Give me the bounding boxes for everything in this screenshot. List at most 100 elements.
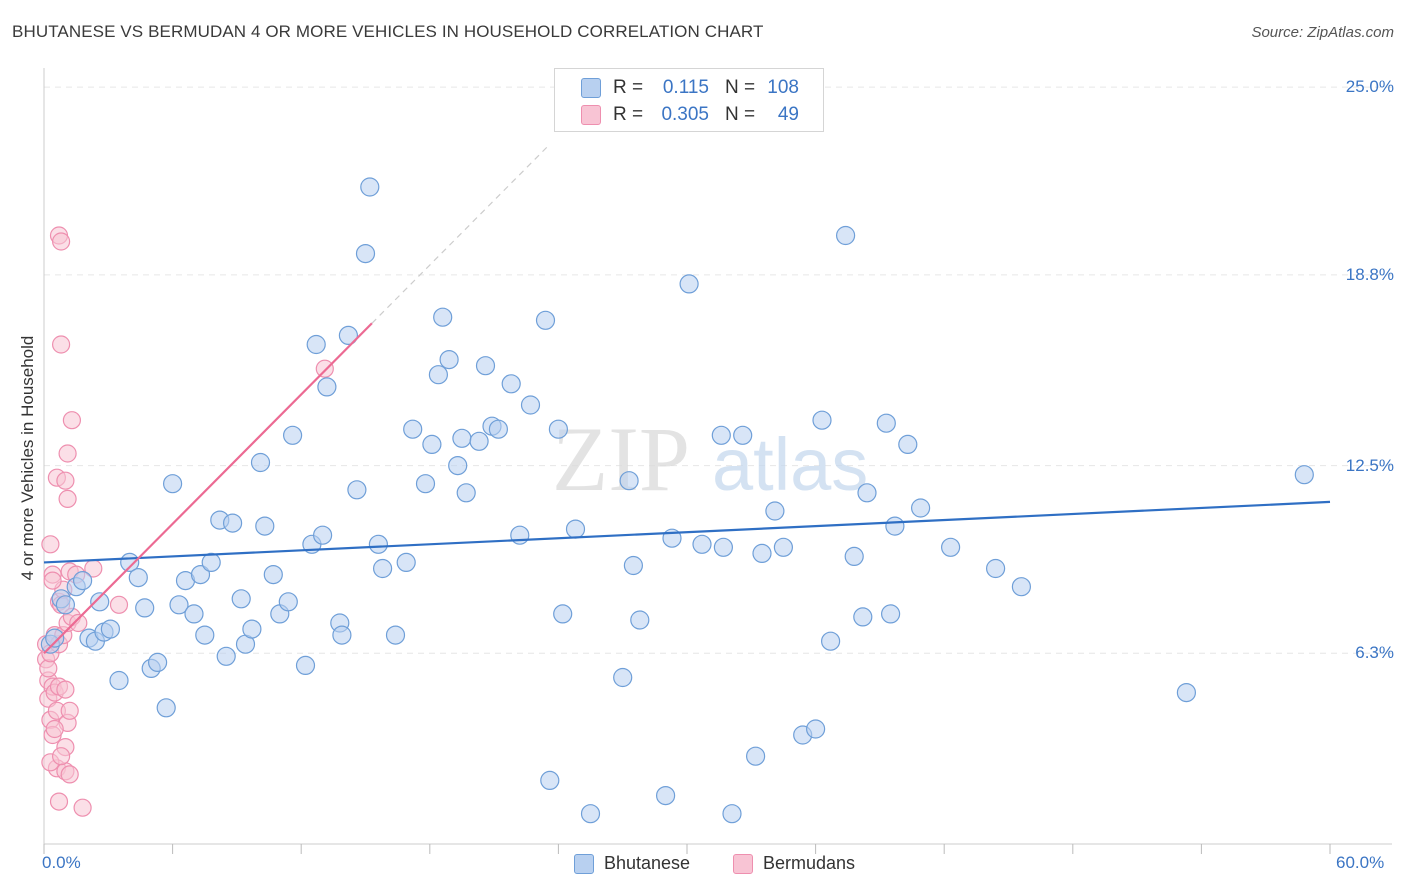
bermudan-points <box>36 226 334 817</box>
bhutanese-point <box>488 419 508 439</box>
bhutanese-point <box>820 631 841 651</box>
bhutanese-point <box>163 474 183 494</box>
bhutanese-point <box>722 804 742 824</box>
bhutanese-point <box>692 534 712 554</box>
bhutanese-point <box>263 564 283 585</box>
bhutanese-point <box>812 410 832 430</box>
bhutanese-point <box>745 746 766 766</box>
bermudan-point <box>315 359 334 378</box>
trendlines <box>43 145 1331 655</box>
bermudan-point <box>109 595 129 614</box>
bhutanese-point <box>805 719 826 739</box>
n-value: 108 <box>767 77 799 98</box>
bhutanese-point <box>373 558 393 579</box>
bhutanese-point <box>713 537 734 557</box>
bermudan-point <box>73 798 92 817</box>
bhutanese-point <box>853 607 873 627</box>
bhutanese-point <box>148 652 168 673</box>
y-tick-label: 25.0% <box>1345 77 1394 97</box>
bhutanese-point <box>439 350 459 370</box>
bhutanese-point <box>109 670 129 691</box>
bermudan-point <box>60 765 79 784</box>
bhutanese-point <box>231 589 251 609</box>
legend-label: Bermudans <box>763 853 856 873</box>
bhutanese-point <box>475 356 496 376</box>
bhutanese-point <box>422 434 442 454</box>
bhutanese-point <box>278 592 298 612</box>
bhutanese-point <box>317 377 337 397</box>
bhutanese-point <box>283 425 303 445</box>
bermudan-point <box>49 792 69 811</box>
bhutanese-point <box>433 307 453 327</box>
gridlines <box>44 86 1392 654</box>
bhutanese-point <box>580 804 601 824</box>
bhutanese-point <box>156 698 176 718</box>
n-label: N = <box>725 104 756 125</box>
bhutanese-point <box>403 419 423 439</box>
bhutanese-point <box>880 604 901 624</box>
bhutanese-point <box>295 655 316 676</box>
bhutanese-trendline <box>43 500 1331 564</box>
y-tick-label: 18.8% <box>1345 264 1394 284</box>
bhutanese-point <box>415 474 436 494</box>
bhutanese-point <box>72 570 93 591</box>
bhutanese-point <box>201 552 221 573</box>
stats-row-bhutanese: R = 0.115 N = 108 <box>555 74 823 100</box>
series-legend: Bhutanese Bermudans <box>0 852 1406 878</box>
bhutanese-point <box>655 785 676 806</box>
bhutanese-point <box>255 516 275 536</box>
bermudan-point <box>51 335 71 354</box>
bhutanese-point <box>613 667 633 688</box>
y-tick-label: 6.3% <box>1355 643 1394 663</box>
bermudan-point <box>39 659 58 678</box>
bermudan-point <box>62 411 82 430</box>
bhutanese-point <box>910 498 931 518</box>
bhutanese-point <box>773 537 794 557</box>
bhutanese-point <box>540 770 560 791</box>
bermudan-point <box>51 747 71 766</box>
bhutanese-point <box>876 413 896 433</box>
bermudan-swatch <box>581 105 601 125</box>
bhutanese-point <box>195 625 215 645</box>
bhutanese-point <box>553 604 573 624</box>
bermudan-point <box>56 471 75 490</box>
bhutanese-point <box>535 310 556 330</box>
bhutanese-point <box>630 610 650 630</box>
bhutanese-point <box>355 244 376 264</box>
r-value: 0.305 <box>661 104 709 125</box>
bhutanese-point <box>623 555 644 576</box>
bhutanese-point <box>332 625 352 645</box>
bhutanese-point <box>338 325 358 345</box>
bermudan-point <box>58 489 77 508</box>
bhutanese-point <box>765 501 785 521</box>
legend-label: Bhutanese <box>604 853 691 873</box>
bhutanese-point <box>985 558 1006 579</box>
bhutanese-point <box>368 534 388 554</box>
bhutanese-point <box>90 592 110 612</box>
x-tick-label-min: 0.0% <box>42 853 81 872</box>
bhutanese-point <box>135 598 155 618</box>
stats-legend: R = 0.115 N = 108 R = 0.305 N = 49 <box>554 68 824 132</box>
bhutanese-point <box>752 543 772 564</box>
bhutanese-point <box>565 519 586 539</box>
bhutanese-point <box>169 595 189 615</box>
bhutanese-point <box>223 513 243 533</box>
bhutanese-point <box>250 452 271 473</box>
bhutanese-point <box>428 365 448 385</box>
bermudan-trend-extension <box>371 145 549 324</box>
bhutanese-point <box>548 419 569 439</box>
r-label: R = <box>613 104 644 125</box>
bhutanese-point <box>184 604 204 624</box>
bhutanese-point <box>1294 465 1314 485</box>
x-tick-label-max: 60.0% <box>1336 853 1385 872</box>
bhutanese-point <box>448 456 468 476</box>
bhutanese-point <box>679 274 699 294</box>
n-value: 49 <box>777 104 799 125</box>
bhutanese-point <box>216 646 236 666</box>
bermudan-point <box>56 680 75 699</box>
bhutanese-point <box>898 434 918 454</box>
bhutanese-point <box>885 516 905 536</box>
bhutanese-point <box>456 483 476 503</box>
bhutanese-point <box>510 525 530 545</box>
